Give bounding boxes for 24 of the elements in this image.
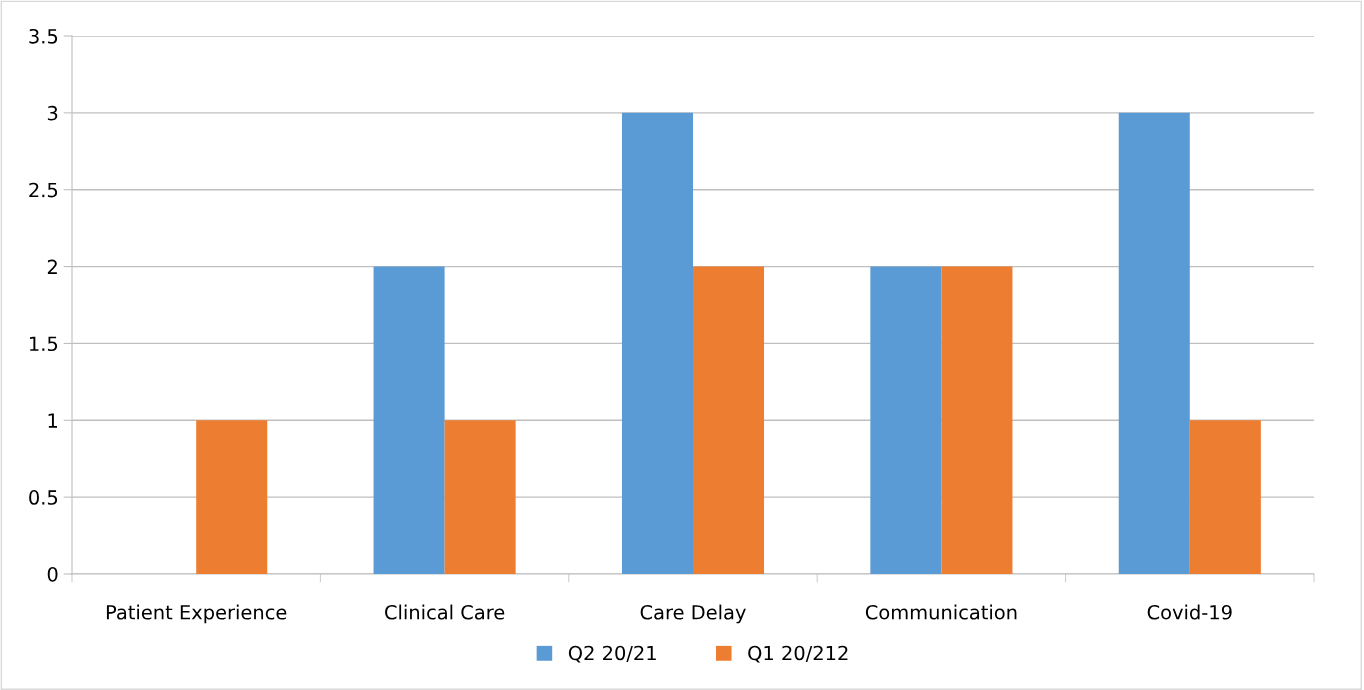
x-tick-label: Patient Experience	[106, 604, 287, 624]
y-tick-label: 3.5	[29, 28, 58, 44]
x-tick-label: Covid-19	[1147, 604, 1232, 620]
x-tick-label: Care Delay	[640, 604, 746, 624]
legend-label: Q1 20/212	[748, 645, 848, 663]
y-tick-label: 3	[47, 105, 58, 121]
y-tick-label: 2.5	[29, 182, 58, 198]
legend-label: Q2 20/21	[568, 645, 656, 663]
y-tick-label: 0	[47, 566, 58, 582]
bar	[196, 420, 268, 574]
bar	[693, 266, 765, 574]
y-tick-label: 0.5	[29, 490, 58, 505]
bar	[373, 266, 445, 574]
bar	[444, 420, 516, 574]
bar	[941, 266, 1013, 574]
bar	[870, 266, 942, 574]
bar	[1118, 112, 1190, 574]
x-tick-label: Clinical Care	[385, 604, 505, 620]
y-tick-label: 1.5	[30, 336, 58, 352]
bar	[621, 112, 693, 574]
x-tick-label: Communication	[865, 604, 1017, 620]
y-tick-label: 1	[48, 413, 58, 428]
y-tick-label: 2	[47, 259, 57, 274]
bar	[1189, 420, 1261, 574]
